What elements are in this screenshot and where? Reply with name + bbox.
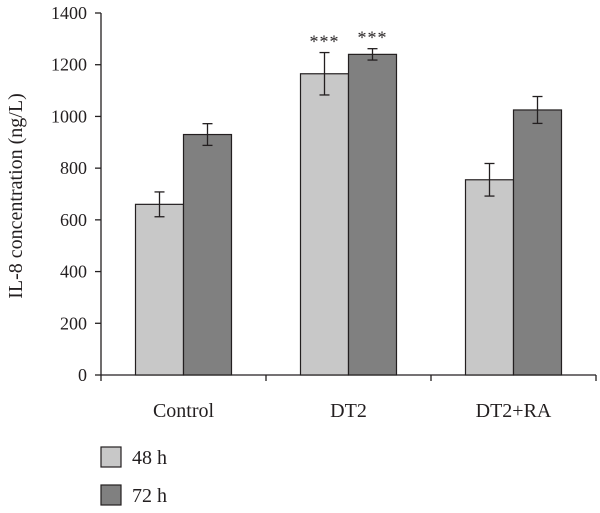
bar	[134, 203, 185, 376]
bar	[182, 133, 233, 376]
significance-markers: *** ***	[310, 28, 388, 52]
x-category-label: DT2	[330, 400, 367, 422]
y-tick-label: 400	[60, 262, 87, 282]
bar	[299, 73, 350, 376]
y-tick-label: 0	[78, 365, 87, 385]
x-axis: Control DT2 DT2+RA	[100, 374, 597, 422]
legend: 48 h 72 h	[100, 446, 167, 507]
y-tick-label: 1200	[51, 55, 87, 75]
bar	[347, 53, 398, 376]
y-axis: 0 200 400 600 800 1000 1200 1400	[51, 3, 102, 385]
x-category-label: Control	[153, 400, 215, 422]
y-tick-label: 1000	[51, 106, 87, 126]
significance-label: ***	[310, 32, 340, 52]
legend-label: 48 h	[132, 447, 167, 469]
error-bars	[154, 48, 543, 218]
legend-swatch	[100, 446, 122, 468]
bar	[512, 109, 563, 376]
y-tick-label: 600	[60, 210, 87, 230]
y-tick-label: 1400	[51, 3, 87, 23]
bar	[464, 179, 515, 376]
y-tick-label: 800	[60, 158, 87, 178]
bars	[134, 53, 563, 376]
y-tick-label: 200	[60, 313, 87, 333]
legend-swatch	[100, 484, 122, 506]
x-category-label: DT2+RA	[476, 400, 552, 422]
significance-label: ***	[358, 28, 388, 48]
y-axis-title: IL-8 concentration (ng/L)	[5, 93, 27, 298]
legend-label: 72 h	[132, 485, 167, 507]
